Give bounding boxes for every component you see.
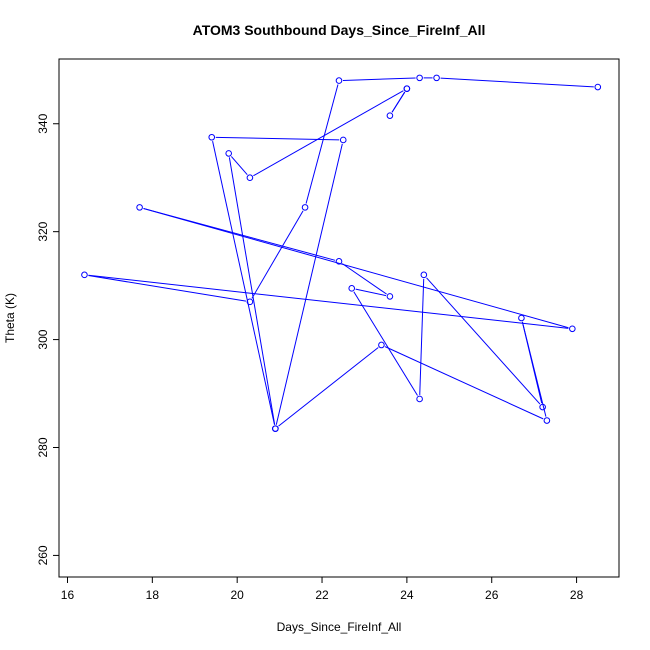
series-segment [440, 77, 594, 88]
x-axis-label: Days_Since_FireInf_All [277, 620, 402, 634]
x-tick-label: 18 [146, 588, 160, 602]
y-tick-label: 280 [36, 437, 50, 457]
data-point [594, 83, 602, 91]
series-segment [521, 321, 547, 417]
series-segment [275, 143, 343, 425]
series-segment [230, 156, 248, 176]
data-point [301, 204, 309, 211]
y-axis: 260 280 300 320 340 [36, 113, 59, 565]
series-segment [251, 210, 304, 299]
x-axis: 16 18 20 22 24 26 28 [61, 577, 584, 602]
data-point [208, 133, 216, 141]
series-segment [88, 274, 247, 302]
x-tick-label: 20 [231, 588, 245, 602]
series-segment [305, 84, 339, 204]
series-segment [88, 274, 569, 329]
data-point [378, 341, 385, 349]
x-tick-label: 22 [315, 588, 329, 602]
series-segment [384, 346, 544, 420]
series-points [81, 74, 602, 432]
series-segment [212, 141, 275, 425]
y-tick-label: 340 [36, 113, 50, 133]
series-segment [391, 91, 406, 113]
plot-frame [58, 58, 620, 578]
data-point [225, 150, 232, 157]
series-segment [253, 90, 404, 177]
x-tick-label: 16 [61, 588, 75, 602]
data-point [335, 258, 343, 265]
data-point [420, 271, 428, 279]
series-segment [278, 347, 379, 427]
series-segment [426, 277, 541, 405]
y-tick-label: 320 [36, 221, 50, 241]
series-segment [215, 136, 340, 141]
series-segment [419, 278, 425, 395]
x-tick-label: 28 [570, 588, 584, 602]
chart-title: ATOM3 Southbound Days_Since_FireInf_All [193, 22, 486, 38]
data-point [339, 136, 347, 144]
x-tick-label: 26 [485, 588, 499, 602]
data-point [246, 174, 254, 182]
data-point [335, 77, 343, 84]
series-segment [143, 207, 569, 329]
data-point [433, 74, 440, 82]
series-segment [355, 288, 387, 297]
data-point [569, 325, 576, 333]
data-point [348, 285, 356, 292]
data-point [246, 298, 254, 306]
data-point [386, 112, 394, 119]
y-axis-label: Theta (K) [3, 293, 17, 343]
data-point [136, 204, 143, 211]
data-point [518, 314, 525, 322]
data-point [543, 417, 551, 424]
data-point [272, 425, 279, 432]
series-segment [353, 291, 418, 396]
data-point [386, 293, 394, 300]
y-tick-label: 300 [36, 329, 50, 349]
data-point [416, 74, 423, 82]
series-lines [88, 77, 594, 427]
series-segment [342, 263, 387, 295]
series-segment [228, 157, 276, 425]
series-segment [143, 207, 336, 261]
data-point [81, 271, 88, 279]
series-segment [342, 77, 416, 81]
data-point [539, 403, 546, 411]
data-point [403, 85, 411, 92]
x-tick-label: 24 [400, 588, 414, 602]
y-tick-label: 260 [36, 545, 50, 565]
data-point [416, 395, 423, 403]
